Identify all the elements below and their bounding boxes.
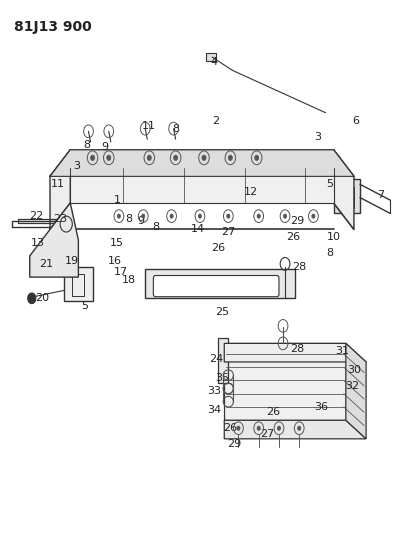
Circle shape [312, 214, 315, 218]
Circle shape [228, 155, 233, 160]
Text: 3: 3 [73, 161, 80, 171]
Text: 25: 25 [215, 306, 229, 317]
Circle shape [198, 214, 202, 218]
Text: 8: 8 [152, 222, 159, 232]
Text: 27: 27 [221, 227, 235, 237]
Text: 10: 10 [327, 232, 341, 243]
Text: 24: 24 [209, 354, 223, 364]
Circle shape [227, 214, 230, 218]
Text: 16: 16 [108, 256, 122, 266]
Bar [206, 53, 216, 61]
Text: 29: 29 [227, 439, 242, 449]
Text: 26: 26 [223, 423, 237, 433]
Text: 9: 9 [137, 216, 145, 227]
Text: 32: 32 [345, 381, 359, 391]
Text: 28: 28 [290, 344, 304, 354]
Circle shape [297, 426, 301, 430]
Polygon shape [50, 150, 354, 176]
Polygon shape [224, 420, 366, 439]
Circle shape [91, 155, 95, 160]
Circle shape [107, 155, 111, 160]
Text: 31: 31 [335, 346, 349, 357]
Text: 26: 26 [211, 243, 225, 253]
Text: 6: 6 [353, 116, 359, 126]
Text: 28: 28 [292, 262, 306, 271]
Polygon shape [346, 343, 366, 439]
Polygon shape [334, 150, 354, 229]
Text: 17: 17 [114, 267, 128, 277]
Bar [338, 187, 354, 208]
Text: 8: 8 [83, 140, 90, 150]
Text: 20: 20 [35, 293, 49, 303]
Text: 3: 3 [314, 132, 321, 142]
Text: 5: 5 [326, 179, 333, 189]
Bar [64, 266, 93, 301]
Text: 9: 9 [101, 142, 108, 152]
Text: 5: 5 [81, 301, 88, 311]
Circle shape [257, 426, 260, 430]
Circle shape [257, 214, 260, 218]
Polygon shape [70, 168, 334, 203]
Bar [218, 338, 228, 383]
Text: 13: 13 [31, 238, 45, 248]
Text: 8: 8 [326, 248, 333, 259]
Text: 1: 1 [113, 195, 120, 205]
Text: 8: 8 [172, 124, 179, 134]
Text: 7: 7 [377, 190, 384, 200]
Text: 26: 26 [286, 232, 300, 243]
Circle shape [202, 155, 206, 160]
Circle shape [147, 155, 151, 160]
Text: 8: 8 [126, 214, 133, 224]
Text: 18: 18 [122, 274, 136, 285]
Text: 35: 35 [215, 373, 229, 383]
Circle shape [174, 155, 177, 160]
Text: 2: 2 [213, 116, 220, 126]
Polygon shape [50, 150, 70, 229]
FancyBboxPatch shape [153, 276, 279, 297]
Text: 4: 4 [211, 58, 218, 67]
Circle shape [170, 214, 173, 218]
Text: 29: 29 [290, 216, 304, 227]
Polygon shape [30, 203, 78, 277]
Text: 14: 14 [191, 224, 205, 235]
Circle shape [142, 214, 145, 218]
Bar [145, 269, 295, 298]
Text: 81J13 900: 81J13 900 [13, 20, 91, 34]
Polygon shape [224, 343, 366, 362]
Bar [224, 343, 346, 420]
Text: 27: 27 [259, 429, 274, 439]
Text: 19: 19 [65, 256, 80, 266]
Circle shape [255, 155, 259, 160]
Circle shape [284, 214, 287, 218]
Bar [334, 179, 360, 214]
Text: 11: 11 [142, 121, 156, 131]
Polygon shape [70, 150, 334, 168]
Text: 21: 21 [39, 259, 53, 269]
Bar [72, 274, 84, 296]
Text: 12: 12 [244, 187, 258, 197]
Circle shape [277, 426, 281, 430]
Text: 15: 15 [110, 238, 124, 248]
Text: 30: 30 [347, 365, 361, 375]
Circle shape [237, 426, 240, 430]
Text: 34: 34 [207, 405, 221, 415]
Text: 11: 11 [51, 179, 65, 189]
Circle shape [117, 214, 120, 218]
Text: 22: 22 [29, 211, 43, 221]
Circle shape [28, 293, 36, 304]
Text: 33: 33 [207, 386, 221, 396]
Text: 26: 26 [266, 407, 280, 417]
Text: 23: 23 [53, 214, 67, 224]
Text: 36: 36 [315, 402, 328, 412]
